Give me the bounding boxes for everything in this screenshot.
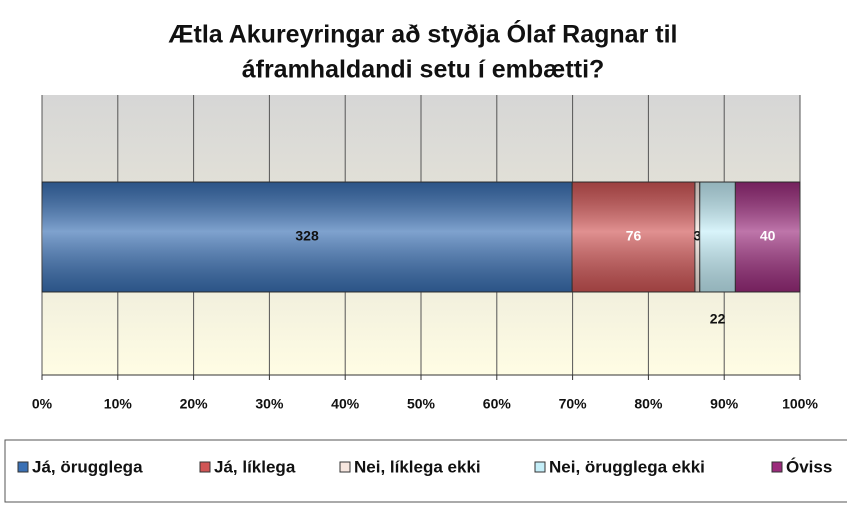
legend-swatch <box>17 461 29 473</box>
legend-swatch <box>199 461 211 473</box>
legend-swatch <box>771 461 783 473</box>
legend-label: Nei, örugglega ekki <box>549 457 705 476</box>
bar-sheen <box>699 182 736 292</box>
x-tick-label: 80% <box>634 396 663 412</box>
x-tick-label: 20% <box>180 396 209 412</box>
legend-label: Já, líklega <box>214 457 296 476</box>
x-tick-label: 10% <box>104 396 133 412</box>
data-label: 22 <box>710 311 726 327</box>
x-tick-label: 70% <box>559 396 588 412</box>
x-tick-label: 0% <box>32 396 53 412</box>
legend-label: Já, örugglega <box>32 457 143 476</box>
data-label: 3 <box>693 228 701 244</box>
bar-sheen <box>42 182 573 292</box>
bar-sheen <box>694 182 700 292</box>
x-tick-label: 90% <box>710 396 739 412</box>
legend-label: Óviss <box>786 457 832 476</box>
data-label: 40 <box>760 228 776 244</box>
chart-title: áframhaldandi setu í embætti? <box>242 56 605 84</box>
x-tick-label: 40% <box>331 396 360 412</box>
x-tick-label: 50% <box>407 396 436 412</box>
x-tick-label: 100% <box>782 396 818 412</box>
x-tick-label: 60% <box>483 396 512 412</box>
legend-swatch <box>339 461 351 473</box>
legend-label: Nei, líklega ekki <box>354 457 481 476</box>
chart-title: Ætla Akureyringar að styðja Ólaf Ragnar … <box>169 19 678 49</box>
data-label: 328 <box>295 228 319 244</box>
legend-box <box>4 439 847 503</box>
bar-sheen <box>572 182 695 292</box>
bar-sheen <box>735 182 800 292</box>
legend-swatch <box>534 461 546 473</box>
data-label: 76 <box>626 228 642 244</box>
x-tick-label: 30% <box>255 396 284 412</box>
